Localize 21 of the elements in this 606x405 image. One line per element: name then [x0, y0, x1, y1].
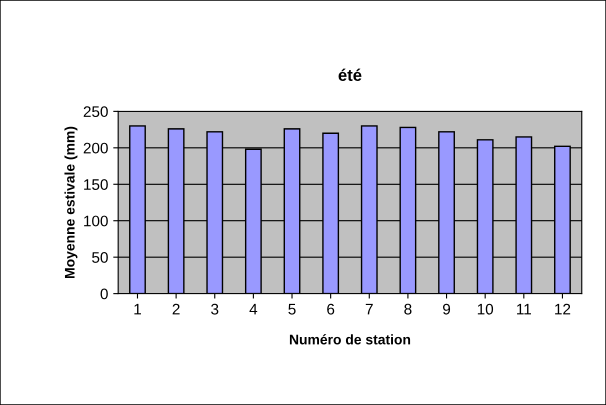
- x-tick-label: 5: [288, 304, 296, 315]
- y-tick-label: 50: [92, 252, 108, 263]
- x-tick-label: 8: [404, 304, 412, 315]
- x-tick-label: 3: [211, 304, 218, 315]
- x-axis-title: Numéro de station: [290, 334, 410, 344]
- y-tick-label: 200: [84, 142, 108, 154]
- x-tick-label: 6: [327, 304, 334, 315]
- y-axis-title: Moyenne estivale (mm): [64, 126, 78, 278]
- y-tick-label: 0: [100, 288, 108, 300]
- x-tick-label: 4: [249, 304, 258, 314]
- y-tick-label: 150: [84, 179, 108, 190]
- x-tick-label: 2: [172, 304, 180, 314]
- chart-title: été: [338, 68, 362, 81]
- x-tick-label: 9: [443, 304, 450, 315]
- x-tick-label: 1: [134, 304, 141, 314]
- x-tick-label: 12: [555, 304, 570, 314]
- y-tick-label: 250: [84, 106, 108, 118]
- x-tick-label: 10: [478, 304, 494, 315]
- x-tick-label: 7: [366, 304, 373, 314]
- y-tick-label: 100: [84, 216, 108, 226]
- x-tick-label: 11: [517, 304, 531, 314]
